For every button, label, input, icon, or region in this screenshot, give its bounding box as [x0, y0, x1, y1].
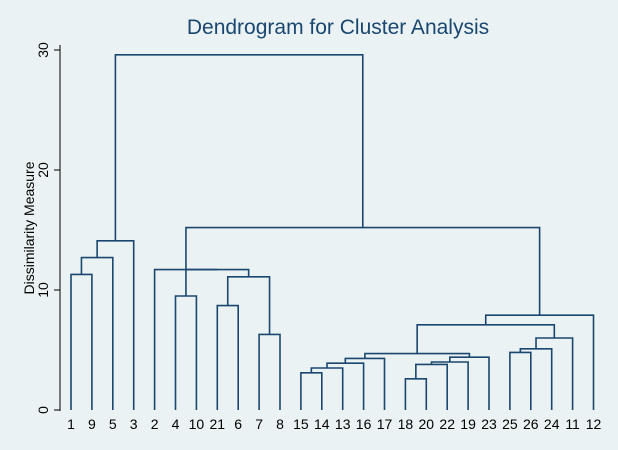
dendrogram-link: [114, 54, 364, 241]
dendrogram-link: [80, 256, 114, 410]
leaf-label: 16: [356, 416, 372, 432]
leaf-label: 5: [109, 416, 117, 432]
y-tick-label: 20: [35, 162, 51, 178]
y-tick-label: 10: [35, 282, 51, 298]
leaf-labels: 1 9 5 3 2 4 10 21 6 7 8 15 14 13 16 17 18 20 22 19 23 25 26 24 1…: [67, 416, 601, 432]
leaf-label: 24: [544, 416, 560, 432]
dendrogram-link: [96, 240, 135, 410]
y-tick-label: 30: [35, 42, 51, 58]
leaf-label: 7: [255, 416, 263, 432]
leaf-label: 8: [276, 416, 284, 432]
leaf-label: 19: [460, 416, 476, 432]
dendrogram-link: [415, 363, 448, 410]
leaf-label: 21: [210, 416, 226, 432]
leaf-label: 14: [314, 416, 330, 432]
dendrogram-link: [258, 333, 281, 410]
dendrogram-link: [326, 362, 365, 410]
leaf-label: 3: [130, 416, 138, 432]
dendrogram-link: [484, 314, 595, 410]
leaf-label: 11: [565, 416, 580, 432]
dendrogram-link: [300, 372, 323, 410]
chart-title: Dendrogram for Cluster Analysis: [186, 16, 490, 39]
leaf-label: 9: [88, 416, 96, 432]
leaf-label: 22: [439, 416, 455, 432]
leaf-label: 20: [419, 416, 435, 432]
dendrogram-link: [310, 367, 344, 410]
dendrogram-link: [449, 356, 490, 410]
leaf-label: 6: [234, 416, 242, 432]
dendrogram-link: [185, 226, 541, 316]
dendrogram-link: [70, 273, 93, 410]
y-tick-label: 0: [35, 406, 51, 414]
dendrogram-link: [185, 268, 250, 296]
y-axis-label: Dissimilarity Measure: [21, 161, 37, 294]
leaf-label: 1: [67, 416, 75, 432]
dendrogram-link: [216, 304, 239, 410]
dendrogram-link: [509, 351, 532, 410]
leaf-label: 10: [189, 416, 205, 432]
leaf-label: 23: [481, 416, 497, 432]
dendrogram-link: [153, 268, 218, 410]
leaf-label: 2: [151, 416, 159, 432]
leaf-label: 17: [377, 416, 393, 432]
leaf-label: 13: [335, 416, 351, 432]
dendrogram-link: [344, 357, 386, 410]
dendrogram-link: [174, 295, 198, 410]
leaf-label: 26: [523, 416, 539, 432]
leaf-label: 18: [398, 416, 414, 432]
dendrogram-link: [519, 348, 553, 410]
dendrogram-link: [430, 361, 469, 410]
leaf-label: 12: [586, 416, 602, 432]
y-ticks: 0 10 20 30: [35, 42, 60, 414]
leaf-label: 4: [172, 416, 180, 432]
leaf-label: 25: [502, 416, 518, 432]
leaf-label: 15: [293, 416, 309, 432]
dendrogram-link: [404, 378, 428, 410]
dendrogram-branches: [70, 54, 595, 410]
